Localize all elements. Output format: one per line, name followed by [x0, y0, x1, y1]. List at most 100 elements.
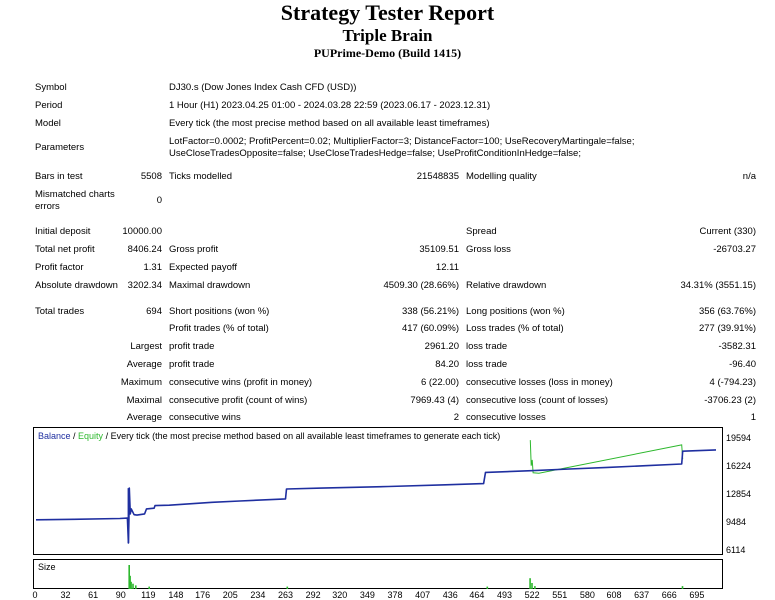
average-loss-value: -96.40 — [729, 359, 756, 370]
x-tick-label: 637 — [634, 590, 650, 600]
x-tick-label: 119 — [141, 590, 156, 600]
balance-line — [35, 449, 717, 544]
legend-balance: Balance — [38, 431, 71, 441]
net-profit-label: Total net profit — [35, 244, 95, 255]
profit-trades-label: Profit trades (% of total) — [169, 323, 269, 334]
maximal-cons-loss-value: -3706.23 (2) — [704, 395, 756, 406]
avg-cons-losses-value: 1 — [750, 412, 756, 423]
maximum-label: Maximum — [120, 377, 162, 388]
balance-chart: Balance / Equity / Every tick (the most … — [33, 427, 723, 555]
max-cons-losses-value: 4 (-794.23) — [709, 377, 756, 388]
largest-label: Largest — [130, 341, 162, 352]
chart-legend: Balance / Equity / Every tick (the most … — [38, 431, 500, 441]
balance-chart-svg — [35, 440, 717, 544]
quality-value: n/a — [742, 171, 756, 182]
quality-label: Modelling quality — [466, 171, 537, 182]
x-tick-label: 551 — [552, 590, 568, 600]
abs-drawdown-label: Absolute drawdown — [35, 280, 118, 291]
abs-drawdown-value: 3202.34 — [127, 280, 162, 291]
loss-trades-value: 277 (39.91%) — [698, 323, 756, 334]
volume-bar — [132, 583, 134, 589]
volume-bar — [128, 565, 130, 589]
mismatch-value: 0 — [156, 195, 162, 206]
report-title: Strategy Tester Report — [280, 0, 495, 25]
model-value: Every tick (the most precise method base… — [169, 118, 490, 129]
x-tick-label: 522 — [524, 590, 540, 600]
max-cons-wins-value: 6 (22.00) — [420, 377, 459, 388]
ticks-label: Ticks modelled — [169, 171, 233, 182]
x-tick-label: 176 — [195, 590, 211, 600]
largest-loss-value: -3582.31 — [718, 341, 756, 352]
total-trades-value: 694 — [146, 306, 162, 317]
period-value: 1 Hour (H1) 2023.04.25 01:00 - 2024.03.2… — [169, 100, 491, 111]
volume-bar — [286, 586, 289, 589]
rel-drawdown-value: 34.31% (3551.15) — [680, 280, 756, 291]
volume-bar — [486, 586, 489, 589]
x-tick-label: 378 — [387, 590, 403, 600]
legend-equity: Equity — [78, 431, 104, 441]
avg-cons-wins-label: consecutive wins — [169, 412, 241, 423]
mismatch-label-1: Mismatched charts — [35, 189, 115, 200]
x-tick-label: 61 — [88, 590, 99, 600]
parameters-line-1: LotFactor=0.0002; ProfitPercent=0.02; Mu… — [169, 136, 635, 147]
x-tick-label: 407 — [415, 590, 431, 600]
profit-factor-value: 1.31 — [143, 262, 163, 273]
x-tick-label: 292 — [305, 590, 321, 600]
total-trades-label: Total trades — [35, 306, 85, 317]
gross-profit-value: 35109.51 — [419, 244, 459, 255]
net-profit-value: 8406.24 — [127, 244, 162, 255]
expert-name: Triple Brain — [342, 26, 433, 45]
equity-spike-line — [529, 440, 684, 474]
legend-description: / Every tick (the most precise method ba… — [103, 431, 501, 441]
x-tick-label: 320 — [332, 590, 348, 600]
bars-value: 5508 — [140, 171, 162, 182]
x-tick-label: 0 — [32, 590, 38, 600]
volume-bar — [534, 586, 536, 589]
bars-label: Bars in test — [35, 171, 83, 182]
volume-bar — [135, 585, 137, 589]
avg-cons-losses-label: consecutive losses — [466, 412, 546, 423]
maximal-label: Maximal — [126, 395, 162, 406]
volume-bar — [681, 586, 684, 589]
maximal-cons-profit-label: consecutive profit (count of wins) — [169, 395, 308, 406]
initial-deposit-value: 10000.00 — [122, 226, 162, 237]
average-label: Average — [126, 359, 162, 370]
x-tick-label: 580 — [579, 590, 595, 600]
x-tick-label: 32 — [60, 590, 71, 600]
short-positions-value: 338 (56.21%) — [401, 306, 459, 317]
size-label: Size — [38, 562, 56, 572]
avg-cons-wins-value: 2 — [453, 412, 459, 423]
x-tick-label: 608 — [606, 590, 622, 600]
x-tick-label: 234 — [250, 590, 266, 600]
expected-payoff-value: 12.11 — [435, 262, 459, 273]
symbol-value: DJ30.s (Dow Jones Index Cash CFD (USD)) — [169, 82, 357, 93]
max-drawdown-value: 4509.30 (28.66%) — [383, 280, 459, 291]
volume-bar — [531, 583, 533, 589]
x-tick-label: 263 — [277, 590, 293, 600]
volume-bar — [130, 581, 132, 589]
short-positions-label: Short positions (won %) — [169, 306, 270, 317]
y-tick-label: 12854 — [726, 489, 752, 499]
long-positions-label: Long positions (won %) — [466, 306, 565, 317]
x-tick-label: 148 — [168, 590, 184, 600]
initial-deposit-label: Initial deposit — [35, 226, 91, 237]
y-tick-label: 9484 — [726, 517, 747, 527]
x-tick-label: 695 — [689, 590, 705, 600]
average-profit-label: profit trade — [169, 359, 215, 370]
parameters-label: Parameters — [35, 142, 85, 153]
volume-bar — [529, 578, 531, 589]
gross-loss-value: -26703.27 — [713, 244, 756, 255]
y-tick-label: 6114 — [726, 545, 746, 555]
largest-profit-value: 2961.20 — [424, 341, 459, 352]
volume-bar — [148, 586, 150, 589]
avg-cons-label: Average — [126, 412, 162, 423]
legend-separator: / — [70, 431, 79, 441]
ticks-value: 21548835 — [416, 171, 459, 182]
mismatch-label-2: errors — [35, 201, 60, 212]
maximal-cons-profit-value: 7969.43 (4) — [410, 395, 459, 406]
x-tick-label: 436 — [442, 590, 458, 600]
gross-profit-label: Gross profit — [169, 244, 219, 255]
profit-trades-value: 417 (60.09%) — [401, 323, 459, 334]
y-tick-label: 19594 — [726, 433, 752, 443]
spread-value: Current (330) — [699, 226, 757, 237]
